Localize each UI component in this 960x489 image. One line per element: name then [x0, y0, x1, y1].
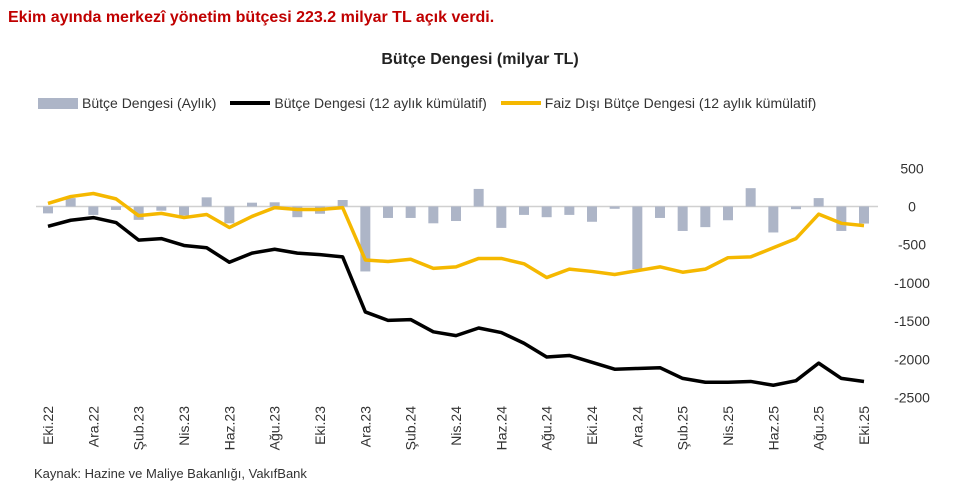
- x-tick-label: Ara.24: [629, 406, 645, 447]
- bar-monthly: [859, 206, 869, 224]
- legend-swatch-cumulative: [230, 101, 271, 105]
- x-tick-label: Eki.22: [40, 406, 56, 445]
- x-tick-label: Eki.24: [584, 406, 600, 445]
- bar-monthly: [65, 198, 76, 207]
- bar-monthly: [473, 188, 484, 207]
- bar-monthly: [745, 188, 756, 207]
- legend-item-cumulative: Bütçe Dengesi (12 aylık kümülatif): [230, 95, 487, 111]
- bar-monthly: [111, 206, 121, 210]
- bar-monthly: [836, 206, 847, 231]
- bar-monthly: [156, 206, 167, 211]
- bar-monthly: [655, 206, 665, 218]
- bar-monthly: [451, 206, 461, 222]
- bar-monthly: [609, 206, 620, 209]
- legend-label-primary: Faiz Dışı Bütçe Dengesi (12 aylık kümüla…: [544, 95, 817, 111]
- y-tick-label: -500: [898, 237, 926, 253]
- bar-monthly: [405, 206, 416, 218]
- bar-monthly: [247, 202, 257, 207]
- x-tick-label: Şub.25: [675, 406, 691, 451]
- chart-title: Bütçe Dengesi (milyar TL): [381, 51, 579, 68]
- x-tick-label: Şub.23: [131, 406, 147, 451]
- bar-monthly: [496, 206, 507, 228]
- x-tick-label: Haz.24: [493, 406, 509, 451]
- bar-monthly: [201, 197, 212, 207]
- x-tick-label: Şub.24: [403, 406, 419, 451]
- bar-monthly: [292, 206, 303, 218]
- bar-monthly: [224, 206, 235, 224]
- bar-monthly: [337, 200, 348, 207]
- bar-monthly: [133, 206, 144, 220]
- y-tick-label: -2500: [894, 390, 930, 406]
- y-tick-label: -1000: [894, 275, 930, 291]
- x-tick-label: Ağu.23: [267, 406, 283, 451]
- x-tick-label: Ağu.24: [539, 406, 555, 451]
- bar-monthly: [428, 206, 439, 224]
- x-tick-label: Haz.23: [221, 406, 237, 451]
- bar-monthly: [43, 206, 53, 214]
- legend-label-monthly: Bütçe Dengesi (Aylık): [82, 95, 217, 111]
- legend-swatch-primary: [500, 101, 541, 105]
- bar-monthly: [587, 206, 597, 222]
- legend: Bütçe Dengesi (Aylık) Bütçe Dengesi (12 …: [38, 95, 830, 111]
- y-tick-label: 500: [900, 160, 924, 176]
- bar-monthly: [269, 202, 280, 207]
- line-cumulative: [47, 215, 865, 388]
- legend-item-primary: Faiz Dışı Bütçe Dengesi (12 aylık kümüla…: [500, 95, 817, 111]
- x-tick-label: Eki.23: [312, 406, 328, 445]
- bar-monthly: [791, 206, 801, 210]
- bar-monthly: [360, 206, 371, 272]
- y-tick-label: 0: [908, 199, 916, 215]
- headline: Ekim ayında merkezî yönetim bütçesi 223.…: [8, 9, 495, 26]
- legend-item-monthly: Bütçe Dengesi (Aylık): [38, 95, 216, 111]
- bar-monthly: [541, 206, 552, 218]
- x-tick-label: Haz.25: [765, 406, 781, 451]
- y-tick-label: -2000: [894, 351, 930, 367]
- x-tick-label: Nis.24: [448, 406, 464, 446]
- bar-monthly: [768, 206, 779, 233]
- x-tick-label: Nis.25: [720, 406, 736, 446]
- source-note: Kaynak: Hazine ve Maliye Bakanlığı, Vakı…: [34, 466, 307, 481]
- bar-monthly: [519, 206, 529, 215]
- legend-swatch-monthly: [38, 97, 78, 109]
- x-tick-label: Eki.25: [856, 406, 872, 445]
- bar-monthly: [813, 198, 824, 207]
- bar-monthly: [700, 206, 711, 228]
- x-tick-label: Ara.22: [85, 406, 101, 447]
- bar-monthly: [677, 206, 688, 231]
- bar-monthly: [88, 206, 99, 215]
- legend-label-cumulative: Bütçe Dengesi (12 aylık kümülatif): [274, 95, 487, 111]
- y-tick-label: -1500: [894, 313, 930, 329]
- x-tick-label: Ara.23: [357, 406, 373, 447]
- bar-monthly: [632, 206, 643, 270]
- x-tick-label: Ağu.25: [811, 406, 827, 451]
- x-tick-label: Nis.23: [176, 406, 192, 446]
- bar-monthly: [179, 206, 189, 216]
- bar-monthly: [383, 206, 393, 218]
- bar-monthly: [564, 206, 575, 215]
- bar-monthly: [723, 206, 733, 221]
